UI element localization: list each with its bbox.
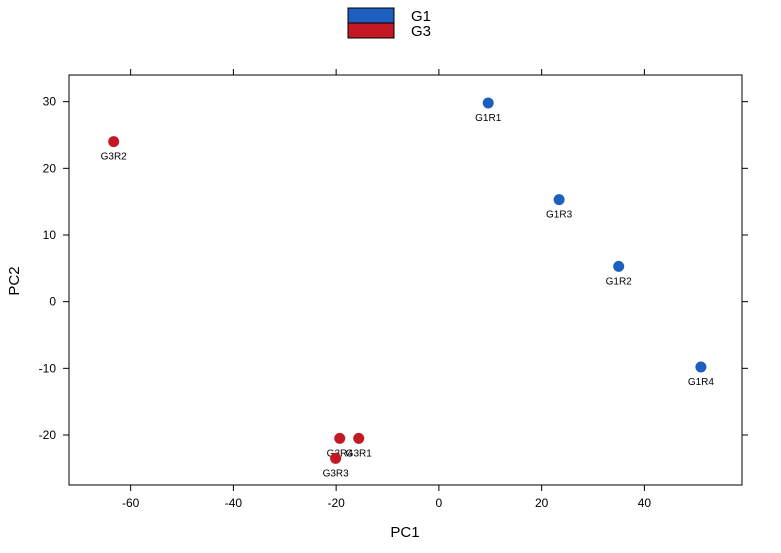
point-label-g3r1: G3R1	[346, 448, 373, 459]
point-label-g1r4: G1R4	[688, 377, 715, 388]
x-axis-label: PC1	[390, 524, 419, 541]
legend-swatch-g1	[347, 7, 395, 24]
point-g1r1	[482, 97, 494, 109]
legend-label-g1: G1	[411, 8, 431, 25]
point-g3r4	[334, 432, 346, 444]
point-g1r3	[553, 194, 565, 206]
point-g3r1	[353, 432, 365, 444]
y-axis-label: PC2	[6, 266, 23, 295]
y-tick-label: 20	[43, 161, 57, 175]
y-tick-label: 0	[49, 295, 56, 309]
x-axis: -60 -40 -20 0 20 40	[122, 69, 651, 510]
plot-frame	[68, 74, 743, 486]
x-tick-label: 0	[436, 496, 443, 510]
y-tick-label: -10	[39, 361, 57, 375]
y-tick-label: -20	[39, 428, 57, 442]
x-tick-label: -20	[327, 496, 345, 510]
point-label-g3r3: G3R3	[323, 468, 350, 479]
point-g1r2	[613, 260, 625, 272]
point-label-g1r3: G1R3	[546, 210, 573, 221]
x-tick-label: -40	[225, 496, 243, 510]
x-tick-label: -60	[122, 496, 140, 510]
y-axis: -20 -10 0 10 20 30	[39, 95, 748, 442]
point-g3r2	[108, 136, 120, 148]
point-label-g3r4: G3R4	[327, 448, 354, 459]
point-label-g3r2: G3R2	[101, 152, 128, 163]
x-tick-label: 20	[535, 496, 549, 510]
y-tick-label: 10	[43, 228, 57, 242]
legend-label-g3: G3	[411, 23, 431, 40]
point-g1r4	[695, 361, 707, 373]
point-label-g1r2: G1R2	[606, 276, 633, 287]
legend-swatch-g3	[347, 22, 395, 39]
point-g3r3	[330, 452, 342, 464]
point-label-g1r1: G1R1	[475, 113, 502, 124]
y-tick-label: 30	[43, 95, 57, 109]
x-tick-label: 40	[638, 496, 652, 510]
